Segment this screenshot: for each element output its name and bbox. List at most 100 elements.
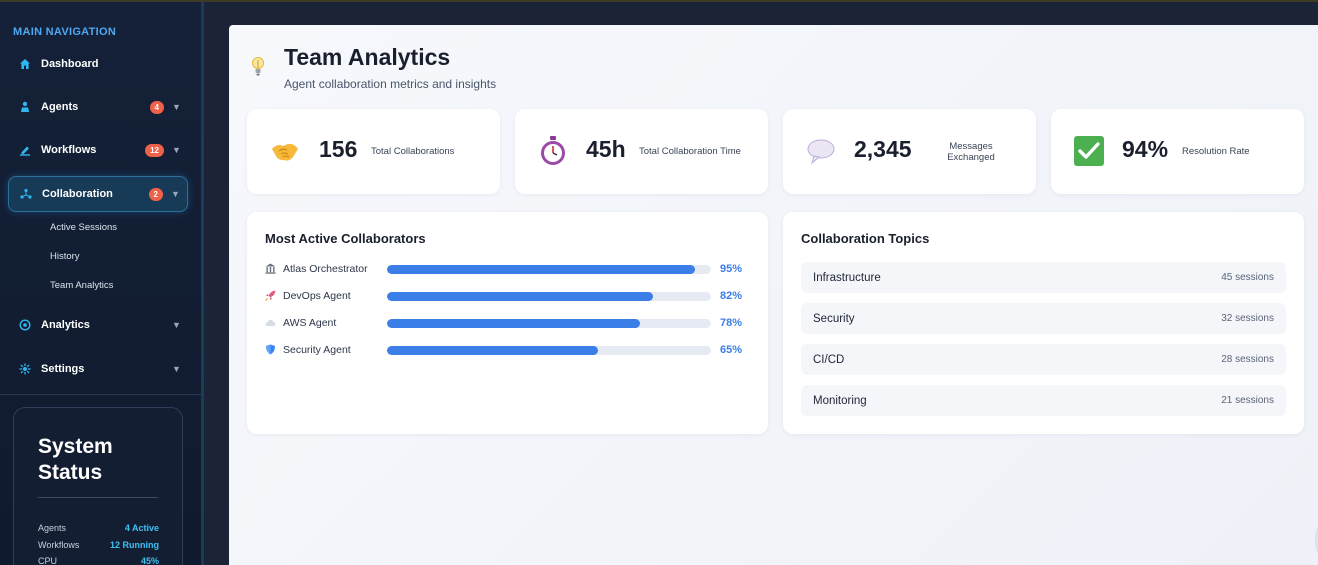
- topics-panel: Collaboration Topics Infrastructure 45 s…: [783, 212, 1304, 434]
- stopwatch-icon: [541, 136, 565, 165]
- sidebar-subitem-team-analytics[interactable]: Team Analytics: [50, 280, 114, 291]
- topic-row-cicd[interactable]: CI/CD 28 sessions: [801, 344, 1286, 375]
- collaborator-name: Security Agent: [283, 344, 351, 356]
- topic-row-infrastructure[interactable]: Infrastructure 45 sessions: [801, 262, 1286, 293]
- sidebar-item-analytics[interactable]: Analytics ▼: [8, 307, 188, 343]
- topic-name: CI/CD: [813, 353, 845, 366]
- sidebar-item-label: Workflows: [41, 144, 97, 156]
- stat-card-time: 45h Total Collaboration Time: [515, 109, 768, 194]
- collaborator-row: Security Agent 65%: [265, 343, 745, 357]
- topic-count: 32 sessions: [1221, 313, 1274, 324]
- status-key: CPU: [38, 556, 58, 565]
- collaborator-row: DevOps Agent 82%: [265, 289, 745, 303]
- topic-name: Infrastructure: [813, 271, 881, 284]
- system-status-title: System Status: [38, 435, 113, 484]
- analytics-icon: [18, 318, 32, 332]
- collaborator-row: AWS Agent 78%: [265, 316, 745, 330]
- collaborator-name: Atlas Orchestrator: [283, 263, 368, 275]
- status-row: CPU 45%: [38, 556, 159, 565]
- topic-count: 28 sessions: [1221, 354, 1274, 365]
- progress-track: [387, 265, 711, 274]
- sidebar-item-label: Agents: [41, 101, 79, 113]
- sidebar-item-agents[interactable]: Agents 4 ▼: [8, 89, 188, 125]
- progress-fill: [387, 319, 640, 328]
- floating-widget-edge[interactable]: [1315, 525, 1318, 555]
- chevron-down-icon[interactable]: ▼: [172, 320, 181, 330]
- nav-heading: MAIN NAVIGATION: [13, 26, 117, 38]
- topic-row-monitoring[interactable]: Monitoring 21 sessions: [801, 385, 1286, 416]
- sidebar: MAIN NAVIGATION Dashboard Agents 4 ▼ Wor…: [0, 2, 204, 565]
- count-badge: 4: [149, 100, 164, 114]
- stat-card-resolution: 94% Resolution Rate: [1051, 109, 1304, 194]
- panel-title: Collaboration Topics: [801, 231, 930, 246]
- sidebar-divider: [0, 394, 201, 395]
- chevron-down-icon[interactable]: ▼: [172, 102, 181, 112]
- sidebar-item-collaboration[interactable]: Collaboration 2 ▼: [8, 176, 188, 212]
- progress-fill: [387, 292, 653, 301]
- topic-count: 21 sessions: [1221, 395, 1274, 406]
- page-title: Team Analytics: [284, 44, 451, 70]
- rocket-icon: [265, 290, 276, 301]
- stat-card-collaborations: 156 Total Collaborations: [247, 109, 500, 194]
- top-border: [0, 0, 1318, 2]
- chevron-down-icon[interactable]: ▼: [171, 189, 180, 199]
- lightbulb-icon: [252, 57, 264, 76]
- agent-icon: [18, 100, 32, 114]
- gear-icon: [18, 362, 32, 376]
- system-status-card: System Status Agents 4 Active Workflows …: [13, 407, 183, 565]
- status-row: Workflows 12 Running: [38, 540, 159, 550]
- sidebar-item-workflows[interactable]: Workflows 12 ▼: [8, 132, 188, 168]
- progress-track: [387, 346, 711, 355]
- building-icon: [265, 263, 276, 274]
- progress-percent: 65%: [720, 344, 743, 356]
- chevron-down-icon[interactable]: ▼: [172, 364, 181, 374]
- sidebar-subitem-active-sessions[interactable]: Active Sessions: [50, 222, 118, 233]
- stat-label: Total Collaborations: [371, 146, 455, 157]
- sidebar-item-label: Dashboard: [41, 58, 99, 70]
- stat-label: Total Collaboration Time: [639, 146, 741, 157]
- sidebar-item-settings[interactable]: Settings ▼: [8, 351, 188, 387]
- progress-fill: [387, 346, 598, 355]
- stat-label: Messages Exchanged: [947, 141, 995, 163]
- check-mark-icon: [1074, 136, 1104, 166]
- topic-row-security[interactable]: Security 32 sessions: [801, 303, 1286, 334]
- stat-value: 45h: [586, 136, 626, 162]
- cloud-icon: [265, 320, 276, 326]
- topic-name: Security: [813, 312, 855, 325]
- stat-value: 2,345: [854, 136, 912, 162]
- progress-fill: [387, 265, 695, 274]
- chevron-down-icon[interactable]: ▼: [172, 145, 181, 155]
- main-content: Team Analytics Agent collaboration metri…: [229, 25, 1318, 565]
- progress-percent: 78%: [720, 317, 743, 329]
- count-badge: 2: [148, 187, 163, 201]
- collaborators-panel: Most Active Collaborators Atlas Orchestr…: [247, 212, 768, 434]
- stat-value: 156: [319, 136, 358, 162]
- sidebar-item-label: Collaboration: [42, 188, 113, 200]
- collaborator-row: Atlas Orchestrator 95%: [265, 262, 745, 276]
- collaborator-name: AWS Agent: [283, 317, 337, 329]
- divider: [38, 497, 158, 498]
- topic-name: Monitoring: [813, 394, 867, 407]
- sidebar-item-label: Analytics: [41, 319, 90, 331]
- collaboration-icon: [19, 187, 33, 201]
- topic-count: 45 sessions: [1221, 272, 1274, 283]
- status-value: 45%: [140, 556, 159, 565]
- progress-track: [387, 292, 711, 301]
- page-subtitle: Agent collaboration metrics and insights: [284, 77, 497, 91]
- home-icon: [18, 57, 32, 71]
- workflow-icon: [18, 143, 32, 157]
- sidebar-subitem-history[interactable]: History: [50, 251, 80, 262]
- stat-label: Resolution Rate: [1182, 146, 1250, 157]
- stat-card-messages: 2,345 Messages Exchanged: [783, 109, 1036, 194]
- sidebar-item-dashboard[interactable]: Dashboard: [8, 46, 188, 82]
- speech-bubble-icon: [807, 139, 835, 165]
- count-badge: 12: [145, 143, 164, 157]
- progress-percent: 95%: [720, 263, 743, 275]
- handshake-icon: [272, 143, 298, 161]
- status-row: Agents 4 Active: [38, 523, 159, 533]
- progress-track: [387, 319, 711, 328]
- progress-percent: 82%: [720, 290, 743, 302]
- collaborator-name: DevOps Agent: [283, 290, 351, 302]
- status-value: 12 Running: [110, 540, 159, 550]
- stat-value: 94%: [1122, 136, 1169, 162]
